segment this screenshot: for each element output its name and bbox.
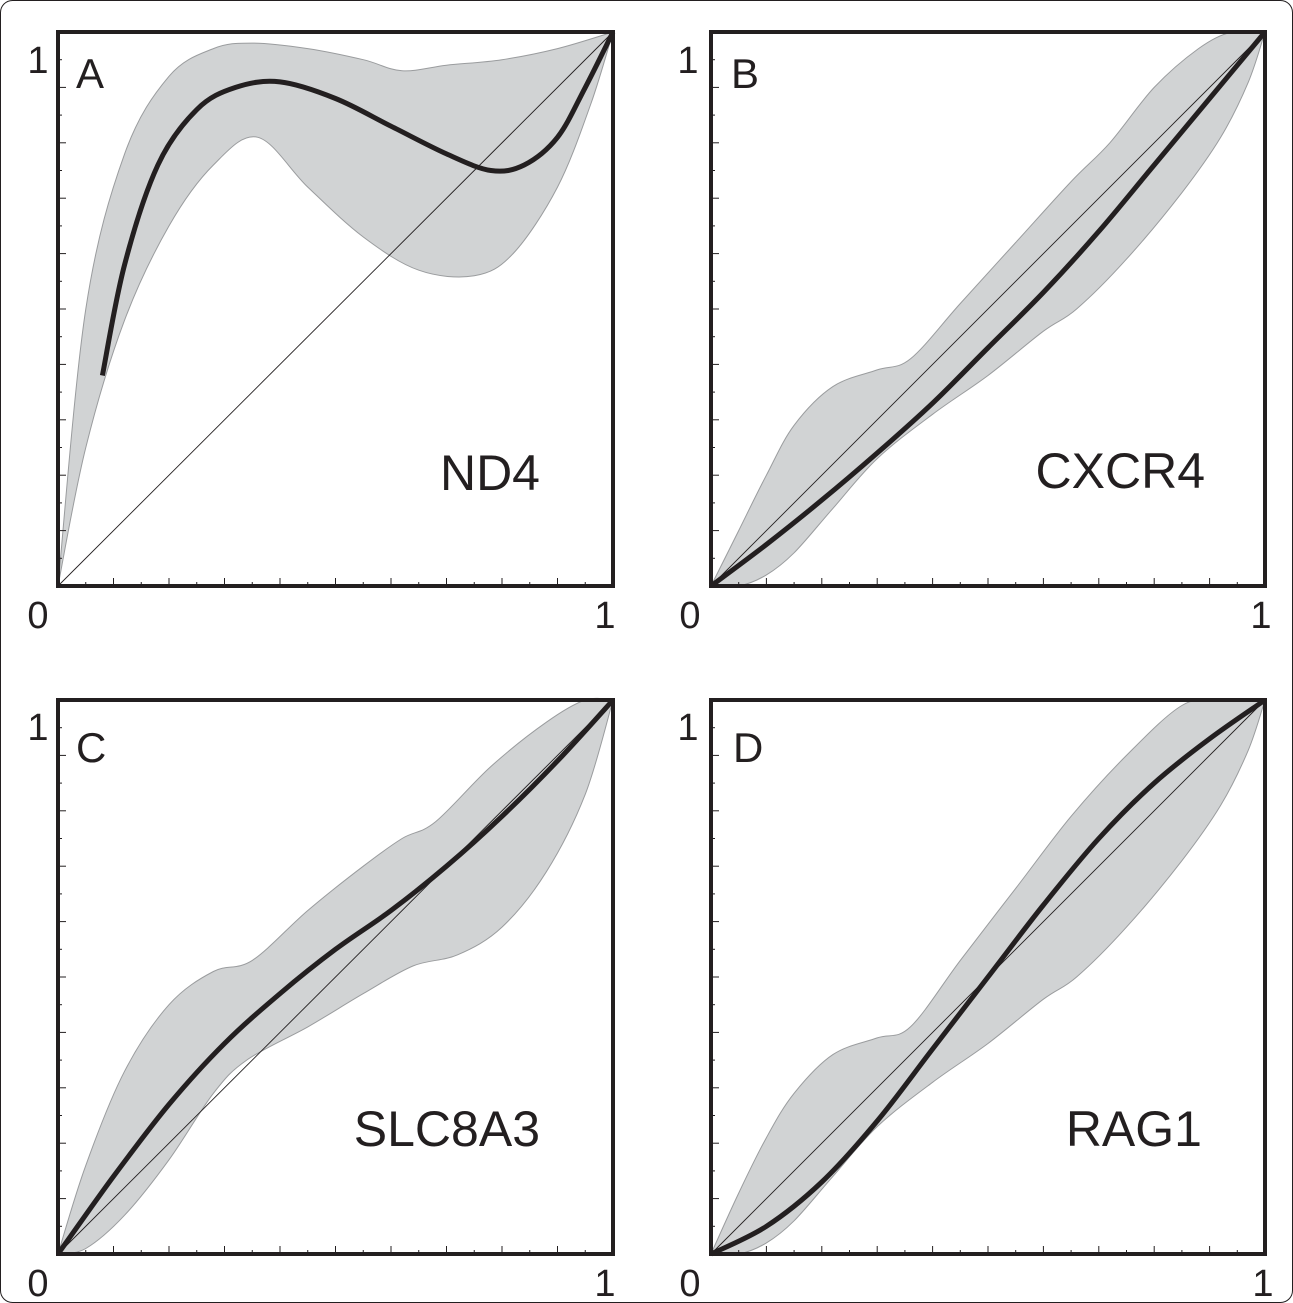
panel-a-diagonal-line [57, 31, 614, 587]
panel-c-x-tick-1: 1 [594, 1263, 615, 1303]
panel-a-x-tick-0: 0 [27, 595, 48, 637]
panel-d-x-tick-1: 1 [1252, 1263, 1273, 1303]
panel-a-fitted-curve [99, 30, 616, 376]
panel-b-diagonal-line [710, 31, 1266, 587]
panel-b-gene-label: CXCR4 [1036, 443, 1205, 499]
panel-c-plot-area [55, 697, 615, 1256]
panel-b: 1 0 1 B CXCR4 [677, 30, 1272, 637]
panel-c-x-tick-0: 0 [27, 1263, 48, 1303]
panel-d-fitted-curve [709, 697, 1267, 1257]
panel-a-y-tick-1: 1 [27, 40, 48, 82]
panel-d-letter: D [733, 724, 763, 771]
panel-d-x-tick-0: 0 [679, 1263, 700, 1303]
panel-c-diagonal-line [57, 699, 614, 1255]
panel-b-y-tick-1: 1 [677, 40, 698, 82]
panel-c-letter: C [76, 724, 106, 771]
panel-b-x-tick-0: 0 [679, 595, 700, 637]
panel-a: 1 0 1 A ND4 [27, 30, 616, 637]
panel-c-fitted-curve [55, 698, 615, 1256]
panel-d-y-tick-1: 1 [677, 707, 698, 749]
panel-a-gene-label: ND4 [440, 445, 540, 501]
panel-d-plot-area [709, 697, 1267, 1257]
panel-a-letter: A [76, 50, 104, 97]
panel-a-plot-area [56, 30, 616, 588]
panel-d: 1 0 1 D RAG1 [677, 697, 1274, 1303]
panel-b-plot-area [709, 30, 1267, 589]
panel-c-y-tick-1: 1 [27, 707, 48, 749]
panel-c-gene-label: SLC8A3 [354, 1101, 540, 1157]
panel-b-x-tick-1: 1 [1250, 595, 1271, 637]
panel-c: 1 0 1 C SLC8A3 [27, 697, 616, 1303]
panel-a-x-tick-1: 1 [594, 595, 615, 637]
panel-b-fitted-curve [709, 30, 1267, 589]
panel-b-letter: B [731, 50, 759, 97]
panel-d-gene-label: RAG1 [1066, 1101, 1202, 1157]
